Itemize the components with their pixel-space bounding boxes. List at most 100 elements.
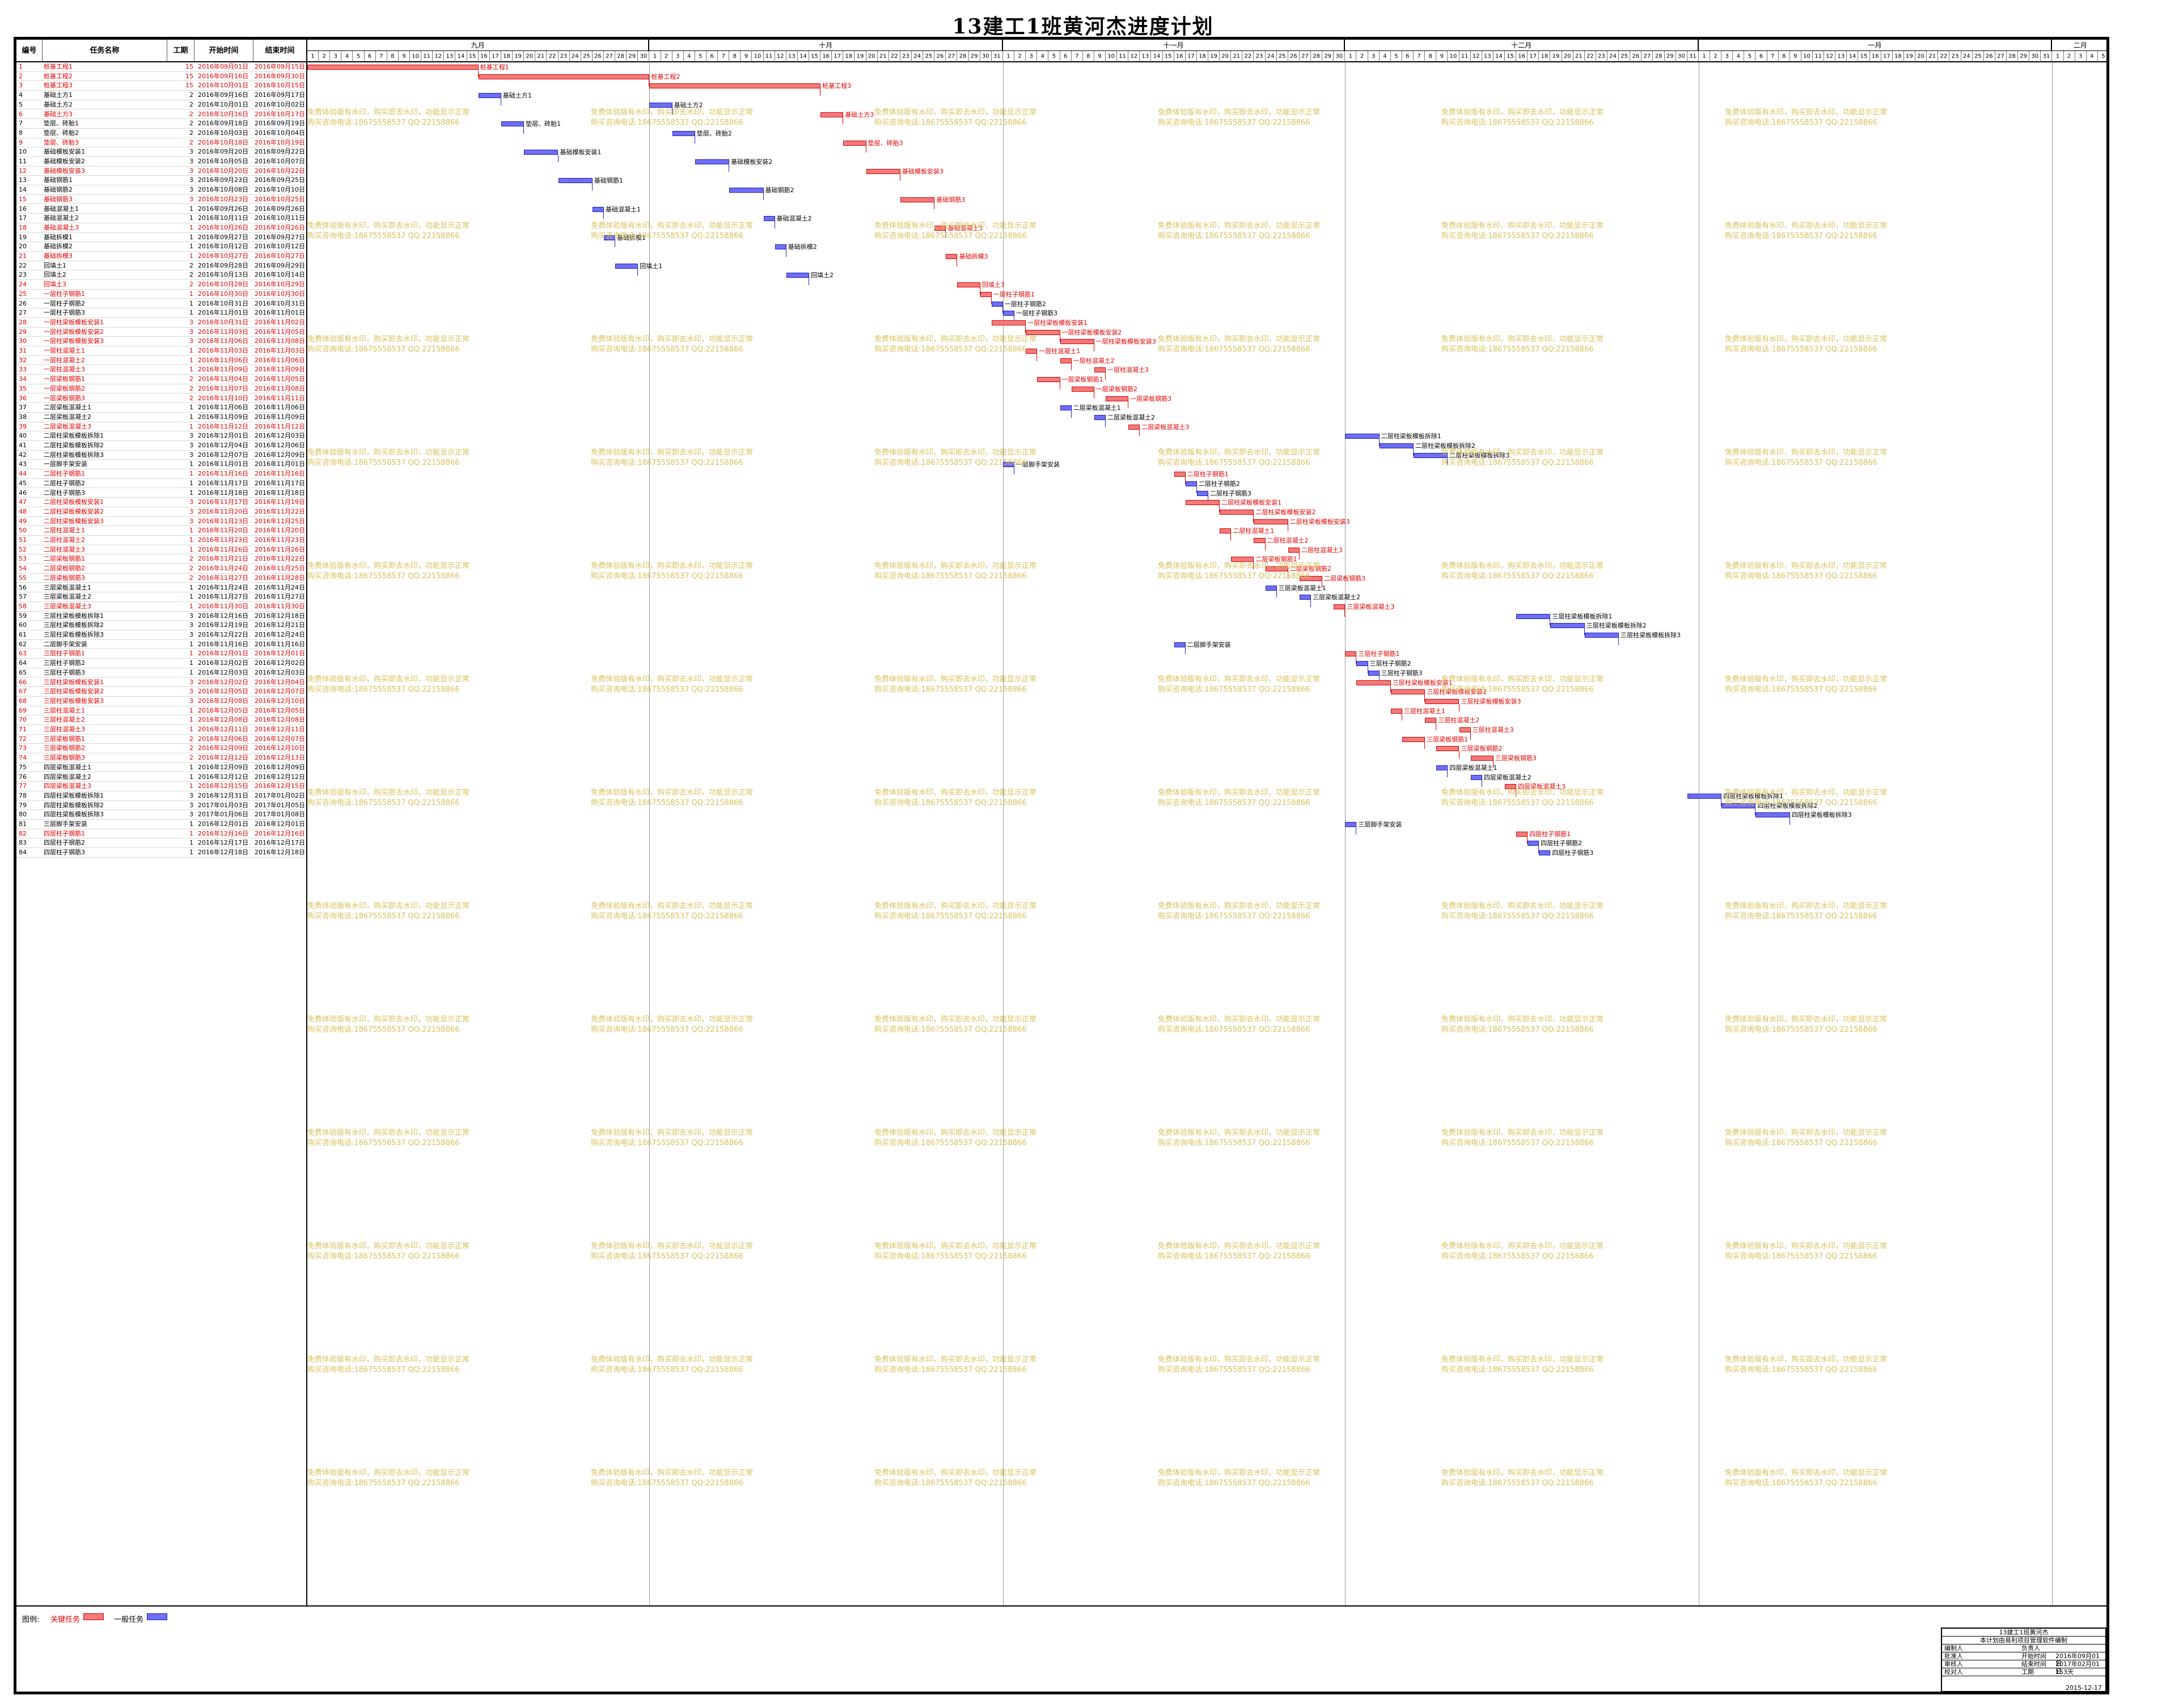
task-bar[interactable] [786,273,809,278]
task-bar[interactable] [946,254,958,259]
task-bar[interactable] [478,93,501,99]
table-row[interactable]: 40 二层柱梁板模板拆除1 3 2016年12月01日 2016年12月03日 [16,431,306,441]
task-bar[interactable] [980,291,992,297]
table-row[interactable]: 75 四层梁板混凝土1 1 2016年12月09日 2016年12月09日 [16,763,306,773]
task-bar[interactable] [1516,613,1551,619]
table-row[interactable]: 38 二层梁板混凝土2 1 2016年11月09日 2016年11月09日 [16,413,306,422]
table-row[interactable]: 58 三层梁板混凝土3 1 2016年11月30日 2016年11月30日 [16,602,306,612]
task-bar[interactable] [1550,623,1585,629]
table-row[interactable]: 77 四层梁板混凝土3 1 2016年12月15日 2016年12月15日 [16,782,306,791]
table-row[interactable]: 74 三层梁板钢筋3 2 2016年12月12日 2016年12月13日 [16,753,306,763]
table-row[interactable]: 63 三层柱子钢筋1 1 2016年12月01日 2016年12月01日 [16,649,306,659]
table-row[interactable]: 55 二层梁板钢筋3 2 2016年11月27日 2016年11月28日 [16,574,306,583]
task-bar[interactable] [649,102,672,108]
task-bar[interactable] [1094,414,1106,420]
task-bar[interactable] [1174,472,1186,477]
table-row[interactable]: 8 垫层、砖胎2 2 2016年10月03日 2016年10月04日 [16,129,306,138]
table-row[interactable]: 67 三层柱梁板模板安装2 3 2016年12月05日 2016年12月07日 [16,687,306,697]
table-row[interactable]: 16 基础混凝土1 1 2016年09月26日 2016年09月26日 [16,205,306,214]
task-bar[interactable] [1516,831,1528,837]
task-bar[interactable] [307,65,479,70]
table-row[interactable]: 1 桩基工程1 15 2016年09月01日 2016年09月15日 [16,62,306,72]
task-bar[interactable] [1414,452,1448,458]
task-bar[interactable] [1368,670,1380,676]
table-row[interactable]: 25 一层柱子钢筋1 1 2016年10月30日 2016年10月30日 [16,290,306,299]
task-bar[interactable] [501,121,524,127]
table-row[interactable]: 6 基础土方3 2 2016年10月16日 2016年10月17日 [16,110,306,120]
task-bar[interactable] [1345,434,1380,439]
table-row[interactable]: 44 二层柱子钢筋1 1 2016年11月16日 2016年11月16日 [16,469,306,479]
table-row[interactable]: 70 三层柱混凝土2 1 2016年12月08日 2016年12月08日 [16,715,306,725]
table-row[interactable]: 72 三层梁板钢筋1 2 2016年12月06日 2016年12月07日 [16,735,306,744]
task-bar[interactable] [991,320,1026,325]
task-bar[interactable] [1299,595,1312,600]
table-row[interactable]: 4 基础土方1 2 2016年09月16日 2016年09月17日 [16,91,306,100]
table-row[interactable]: 79 四层柱梁板模板拆除2 3 2017年01月03日 2017年01月05日 [16,801,306,811]
task-bar[interactable] [1459,727,1471,732]
table-row[interactable]: 57 三层梁板混凝土2 1 2016年11月27日 2016年11月27日 [16,592,306,602]
task-bar[interactable] [1288,547,1300,553]
task-bar[interactable] [558,178,593,184]
task-bar[interactable] [843,140,866,146]
table-row[interactable]: 62 二层脚手架安装 1 2016年11月16日 2016年11月16日 [16,640,306,650]
table-row[interactable]: 43 一层脚手架安装 1 2016年11月01日 2016年11月01日 [16,460,306,470]
task-bar[interactable] [1026,329,1060,335]
task-bar[interactable] [478,74,650,79]
task-bar[interactable] [1185,500,1220,506]
task-bar[interactable] [1220,509,1254,515]
task-bar[interactable] [934,225,946,231]
table-row[interactable]: 45 二层柱子钢筋2 1 2016年11月17日 2016年11月17日 [16,479,306,489]
task-bar[interactable] [1254,519,1288,524]
task-bar[interactable] [1265,585,1277,591]
table-row[interactable]: 31 一层柱混凝土1 1 2016年11月03日 2016年11月03日 [16,346,306,356]
table-row[interactable]: 81 三层脚手架安装 1 2016年12月01日 2016年12月01日 [16,820,306,829]
table-row[interactable]: 56 三层梁板混凝土1 1 2016年11月24日 2016年11月24日 [16,583,306,593]
table-row[interactable]: 30 一层柱梁板模板安装3 3 2016年11月06日 2016年11月08日 [16,337,306,346]
task-bar[interactable] [1539,850,1551,856]
table-row[interactable]: 65 三层柱子钢筋3 1 2016年12月03日 2016年12月03日 [16,668,306,678]
task-bar[interactable] [957,282,980,288]
table-row[interactable]: 29 一层柱梁板模板安装2 3 2016年11月03日 2016年11月05日 [16,328,306,337]
table-row[interactable]: 66 三层柱梁板模板安装1 3 2016年12月02日 2016年12月04日 [16,678,306,688]
task-bar[interactable] [1128,424,1140,430]
table-row[interactable]: 51 二层柱混凝土2 1 2016年11月23日 2016年11月23日 [16,536,306,545]
table-row[interactable]: 52 二层柱混凝土3 1 2016年11月26日 2016年11月26日 [16,545,306,555]
task-bar[interactable] [1504,784,1517,790]
task-bar[interactable] [1356,680,1391,685]
table-row[interactable]: 14 基础钢筋2 3 2016年10月08日 2016年10月10日 [16,185,306,195]
table-row[interactable]: 5 基础土方2 2 2016年10月01日 2016年10月02日 [16,100,306,110]
table-row[interactable]: 48 二层柱梁板模板安装2 3 2016年11月20日 2016年11月22日 [16,507,306,517]
table-row[interactable]: 47 二层柱梁板模板安装1 3 2016年11月17日 2016年11月19日 [16,498,306,507]
task-bar[interactable] [1402,736,1425,742]
task-bar[interactable] [1185,481,1197,486]
table-row[interactable]: 46 二层柱子钢筋3 1 2016年11月18日 2016年11月18日 [16,489,306,498]
task-bar[interactable] [695,159,730,164]
table-row[interactable]: 68 三层柱梁板模板安装3 3 2016年12月08日 2016年12月10日 [16,697,306,706]
task-bar[interactable] [1002,311,1015,316]
table-row[interactable]: 9 垫层、砖胎3 2 2016年10月18日 2016年10月19日 [16,138,306,148]
task-bar[interactable] [900,197,935,202]
task-bar[interactable] [1470,756,1494,761]
table-row[interactable]: 84 四层柱子钢筋3 1 2016年12月18日 2016年12月18日 [16,848,306,858]
task-bar[interactable] [1174,642,1186,647]
task-bar[interactable] [1755,812,1790,818]
table-row[interactable]: 59 三层柱梁板模板拆除1 3 2016年12月16日 2016年12月18日 [16,612,306,621]
task-bar[interactable] [1379,443,1414,448]
task-bar[interactable] [1528,841,1539,846]
table-row[interactable]: 15 基础钢筋3 3 2016年10月23日 2016年10月25日 [16,195,306,205]
table-row[interactable]: 76 四层梁板混凝土2 1 2016年12月12日 2016年12月12日 [16,773,306,782]
task-bar[interactable] [592,206,604,212]
table-row[interactable]: 12 基础模板安装3 3 2016年10月20日 2016年10月22日 [16,167,306,176]
table-row[interactable]: 53 二层梁板钢筋1 2 2016年11月21日 2016年11月22日 [16,554,306,565]
task-bar[interactable] [672,130,695,136]
table-row[interactable]: 34 一层梁板钢筋1 2 2016年11月04日 2016年11月05日 [16,375,306,384]
task-bar[interactable] [1425,718,1437,723]
table-row[interactable]: 27 一层柱子钢筋3 1 2016年11月01日 2016年11月01日 [16,308,306,318]
task-bar[interactable] [1002,462,1015,468]
table-row[interactable]: 83 四层柱子钢筋2 1 2016年12月17日 2016年12月17日 [16,838,306,849]
task-bar[interactable] [1026,349,1038,354]
task-bar[interactable] [1470,774,1482,780]
task-bar[interactable] [991,301,1003,307]
table-row[interactable]: 17 基础混凝土2 1 2016年10月11日 2016年10月11日 [16,214,306,223]
task-bar[interactable] [866,168,900,174]
